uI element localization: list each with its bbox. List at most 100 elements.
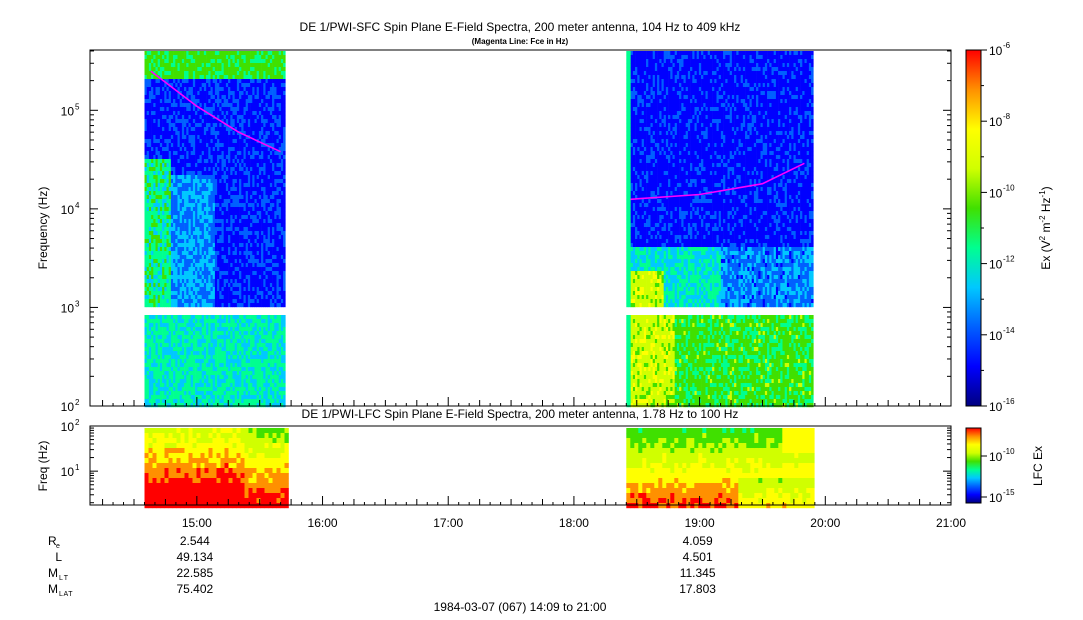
spectrogram-cell	[214, 367, 218, 372]
spectrogram-cell	[212, 279, 216, 284]
spectrogram-cell	[217, 107, 220, 112]
spectrogram-cell	[228, 355, 231, 360]
spectrogram-cell	[236, 239, 240, 244]
spectrogram-cell	[199, 395, 202, 400]
spectrogram-cell	[148, 127, 152, 132]
spectrogram-cell	[206, 167, 209, 172]
spectrogram-cell	[195, 59, 198, 64]
spectrogram-cell	[153, 235, 156, 240]
spectrogram-cell	[162, 323, 165, 328]
spectrogram-cell	[243, 283, 246, 288]
spectrogram-cell	[181, 375, 185, 380]
spectrogram-cell	[239, 391, 242, 396]
spectrogram-cell	[144, 159, 147, 164]
spectrogram-cell	[195, 71, 198, 76]
spectrogram-cell	[267, 175, 271, 180]
spectrogram-cell	[241, 387, 244, 392]
spectrogram-cell	[267, 223, 271, 228]
spectrogram-cell	[254, 175, 257, 180]
spectrogram-cell	[258, 359, 262, 364]
spectrogram-cell	[179, 231, 183, 236]
spectrogram-cell	[151, 291, 154, 296]
spectrogram-cell	[159, 59, 163, 64]
spectrogram-cell	[186, 195, 189, 200]
spectrogram-cell	[151, 359, 154, 364]
spectrogram-cell	[201, 267, 205, 272]
spectrogram-cell	[179, 135, 183, 140]
spectrogram-cell	[151, 331, 154, 336]
spectrogram-cell	[221, 211, 224, 216]
spectrogram-cell	[247, 271, 251, 276]
spectrogram-cell	[265, 75, 268, 80]
spectrogram-cell	[261, 223, 264, 228]
spectrogram-cell	[267, 171, 271, 176]
spectrogram-cell	[181, 147, 185, 152]
spectrogram-cell	[181, 107, 185, 112]
spectrogram-cell	[162, 367, 165, 372]
spectrogram-cell	[263, 243, 266, 248]
spectrogram-cell	[195, 391, 198, 396]
spectrogram-cell	[175, 343, 178, 348]
spectrogram-cell	[173, 175, 176, 180]
spectrogram-cell	[197, 367, 200, 372]
spectrogram-cell	[197, 67, 200, 72]
spectrogram-cell	[225, 107, 229, 112]
spectrogram-cell	[168, 155, 172, 160]
spectrogram-cell	[247, 75, 251, 80]
spectrogram-cell	[170, 351, 174, 356]
spectrogram-cell	[219, 55, 222, 60]
spectrogram-cell	[164, 87, 167, 92]
spectrogram-cell	[236, 267, 240, 272]
spectrogram-cell	[190, 355, 194, 360]
spectrogram-cell	[212, 159, 216, 164]
spectrogram-cell	[184, 239, 187, 244]
spectrogram-cell	[199, 91, 202, 96]
spectrogram-cell	[239, 355, 242, 360]
spectrogram-cell	[245, 179, 249, 184]
spectrogram-cell	[232, 167, 235, 172]
spectrogram-cell	[144, 171, 147, 176]
spectrogram-cell	[241, 291, 244, 296]
spectrogram-cell	[159, 127, 163, 132]
spectrogram-cell	[155, 139, 158, 144]
spectrogram-cell	[157, 319, 161, 324]
spectrogram-cell	[173, 219, 176, 224]
spectrogram-cell	[245, 199, 249, 204]
spectrogram-cell	[159, 71, 163, 76]
spectrogram-cell	[258, 327, 262, 332]
spectrogram-cell	[162, 375, 165, 380]
spectrogram-cell	[190, 399, 194, 404]
spectrogram-cell	[162, 271, 165, 276]
spectrogram-cell	[263, 103, 266, 108]
spectrogram-cell	[166, 211, 169, 216]
spectrogram-cell	[223, 139, 227, 144]
spectrogram-cell	[153, 387, 156, 392]
spectrogram-cell	[210, 147, 213, 152]
spectrogram-cell	[214, 51, 218, 56]
spectrogram-cell	[179, 359, 183, 364]
spectrogram-cell	[206, 215, 209, 220]
spectrogram-cell	[162, 175, 165, 180]
spectrogram-cell	[243, 355, 246, 360]
spectrogram-cell	[225, 227, 229, 232]
spectrogram-cell	[173, 231, 176, 236]
spectrogram-cell	[245, 139, 249, 144]
spectrogram-cell	[190, 395, 194, 400]
spectrogram-cell	[252, 235, 255, 240]
spectrogram-cell	[208, 387, 211, 392]
spectrogram-cell	[263, 219, 266, 224]
spectrogram-cell	[146, 107, 150, 112]
spectrogram-cell	[225, 223, 229, 228]
spectrogram-cell	[164, 207, 167, 212]
spectrogram-cell	[144, 319, 147, 324]
spectrogram-cell	[245, 271, 249, 276]
spectrogram-cell	[203, 239, 207, 244]
spectrogram-cell	[239, 147, 242, 152]
spectrogram-cell	[223, 79, 227, 84]
spectrogram-cell	[212, 391, 216, 396]
spectrogram-cell	[241, 343, 244, 348]
spectrogram-cell	[146, 155, 150, 160]
spectrogram-cell	[186, 315, 189, 320]
spectrogram-cell	[199, 163, 202, 168]
spectrogram-cell	[219, 335, 222, 340]
